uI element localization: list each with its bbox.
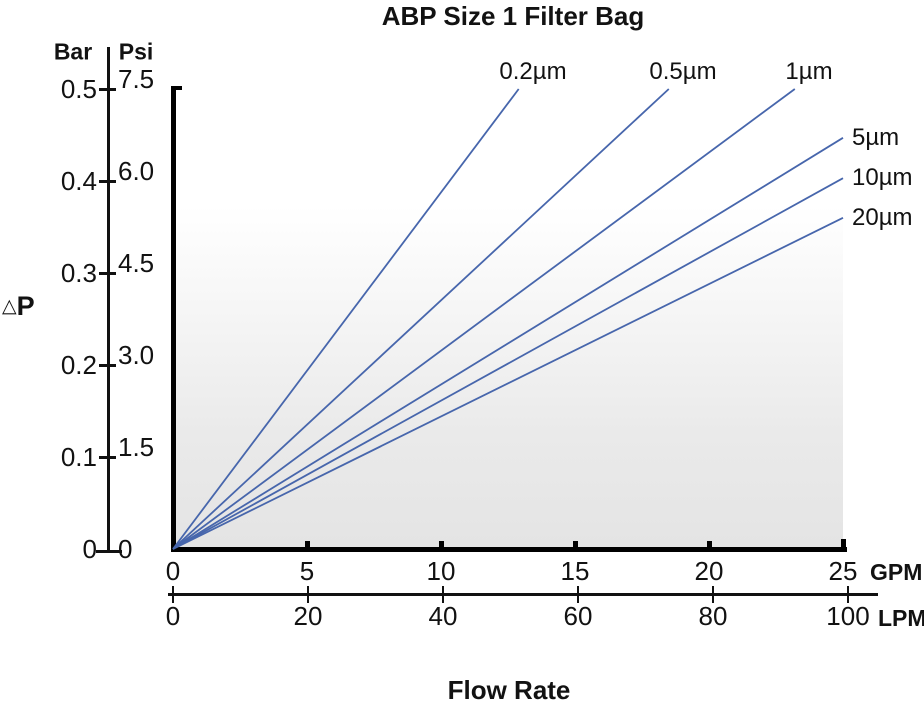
lpm-tick-label: 100 (826, 601, 870, 631)
psi-tick-label: 4.5 (118, 248, 155, 278)
bar-psi-tick-zero (96, 549, 122, 553)
plot-area (173, 85, 843, 549)
gpm-tick (706, 541, 712, 548)
plot-y-axis-top-cap (171, 86, 182, 90)
lpm-tick-label: 60 (563, 601, 593, 631)
lpm-tick-label: 40 (428, 601, 458, 631)
left-scale-line (107, 47, 110, 552)
bar-psi-tick (99, 363, 116, 367)
bar-psi-tick (99, 87, 116, 91)
series-label: 0.2µm (499, 58, 567, 85)
psi-tick-label: 7.5 (118, 64, 155, 94)
lpm-tick-label: 20 (293, 601, 323, 631)
bar-unit-header: Bar (53, 38, 93, 65)
plot-x-axis (171, 547, 847, 552)
psi-tick-label: 0 (118, 534, 133, 564)
gpm-tick-label: 10 (426, 556, 456, 586)
gpm-tick (438, 541, 444, 548)
bar-tick-label: 0.2 (60, 350, 97, 380)
gpm-tick-label: 15 (560, 556, 590, 586)
gpm-tick (304, 541, 310, 548)
lpm-tick-label: 80 (698, 601, 728, 631)
series-label: 1µm (785, 58, 833, 85)
gpm-tick-label: 5 (299, 556, 315, 586)
psi-tick-label: 1.5 (118, 432, 155, 462)
lpm-tick (171, 586, 175, 603)
plot-y-axis (171, 86, 176, 552)
delta-triangle: △ (2, 296, 17, 317)
bar-tick-label: 0.1 (60, 442, 97, 472)
series-label: 0.5µm (649, 58, 717, 85)
bar-tick-label: 0.4 (60, 166, 97, 196)
series-label: 10µm (852, 164, 913, 191)
bar-psi-tick (99, 271, 116, 275)
bar-psi-tick (99, 179, 116, 183)
gpm-tick-label: 25 (828, 556, 858, 586)
lpm-tick (576, 586, 580, 603)
bar-tick-label: 0.3 (60, 258, 97, 288)
bar-psi-tick (99, 455, 116, 459)
gpm-tick-label: 20 (694, 556, 724, 586)
gpm-tick (840, 539, 846, 548)
x-axis-label: Flow Rate (447, 675, 571, 705)
gpm-unit-label: GPM (870, 559, 923, 585)
lpm-tick-label: 0 (165, 601, 181, 631)
lpm-unit-label: LPM (878, 605, 924, 631)
chart-title: ABP Size 1 Filter Bag (381, 1, 645, 31)
gpm-tick-label: 0 (165, 556, 181, 586)
psi-tick-label: 3.0 (118, 340, 155, 370)
lpm-tick (846, 586, 850, 603)
gpm-tick (572, 541, 578, 548)
lpm-tick (306, 586, 310, 603)
lpm-tick (711, 586, 715, 603)
psi-tick-label: 6.0 (118, 156, 155, 186)
lpm-scale-line (168, 593, 878, 596)
psi-unit-header: Psi (118, 38, 154, 65)
series-label: 20µm (852, 204, 913, 231)
bar-tick-label: 0 (82, 534, 97, 564)
delta-p-letter: P (16, 291, 35, 321)
lpm-tick (441, 586, 445, 603)
series-label: 5µm (852, 124, 900, 151)
bar-tick-label: 0.5 (60, 74, 97, 104)
y-axis-label: △P (2, 291, 35, 322)
